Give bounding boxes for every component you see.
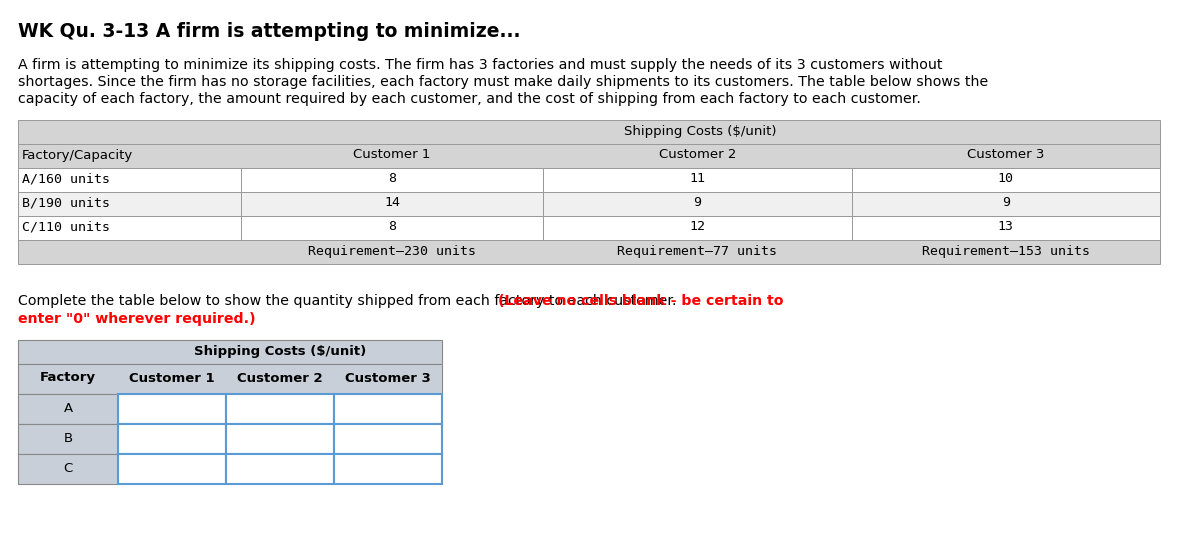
Text: Requirement–77 units: Requirement–77 units xyxy=(618,245,778,258)
Text: Customer 2: Customer 2 xyxy=(238,371,323,385)
Text: 12: 12 xyxy=(690,221,706,234)
Text: 13: 13 xyxy=(998,221,1014,234)
Text: Requirement–153 units: Requirement–153 units xyxy=(922,245,1090,258)
Text: Customer 1: Customer 1 xyxy=(353,148,431,161)
Text: Customer 3: Customer 3 xyxy=(967,148,1044,161)
Text: 11: 11 xyxy=(690,172,706,185)
Text: 8: 8 xyxy=(388,172,396,185)
Text: Complete the table below to show the quantity shipped from each factory to each : Complete the table below to show the qua… xyxy=(18,294,682,308)
Text: C: C xyxy=(64,461,73,474)
Text: Requirement–230 units: Requirement–230 units xyxy=(308,245,476,258)
Text: Shipping Costs ($/unit): Shipping Costs ($/unit) xyxy=(624,124,776,138)
Text: B/190 units: B/190 units xyxy=(22,197,110,209)
Text: 14: 14 xyxy=(384,197,400,209)
Text: Customer 2: Customer 2 xyxy=(659,148,736,161)
Text: Customer 3: Customer 3 xyxy=(346,371,431,385)
Text: WK Qu. 3-13 A firm is attempting to minimize...: WK Qu. 3-13 A firm is attempting to mini… xyxy=(18,22,521,41)
Text: (Leave no cells blank - be certain to: (Leave no cells blank - be certain to xyxy=(498,294,784,308)
Text: enter "0" wherever required.): enter "0" wherever required.) xyxy=(18,312,256,326)
Text: A/160 units: A/160 units xyxy=(22,172,110,185)
Text: Customer 1: Customer 1 xyxy=(130,371,215,385)
Text: capacity of each factory, the amount required by each customer, and the cost of : capacity of each factory, the amount req… xyxy=(18,92,920,106)
Text: shortages. Since the firm has no storage facilities, each factory must make dail: shortages. Since the firm has no storage… xyxy=(18,75,989,89)
Text: A: A xyxy=(64,402,72,414)
Text: 8: 8 xyxy=(388,221,396,234)
Text: Factory/Capacity: Factory/Capacity xyxy=(22,148,133,161)
Text: C/110 units: C/110 units xyxy=(22,221,110,234)
Text: Shipping Costs ($/unit): Shipping Costs ($/unit) xyxy=(194,344,366,357)
Text: 10: 10 xyxy=(998,172,1014,185)
Text: 9: 9 xyxy=(694,197,702,209)
Text: B: B xyxy=(64,432,72,445)
Text: 9: 9 xyxy=(1002,197,1010,209)
Text: A firm is attempting to minimize its shipping costs. The firm has 3 factories an: A firm is attempting to minimize its shi… xyxy=(18,58,942,72)
Text: Factory: Factory xyxy=(40,371,96,385)
